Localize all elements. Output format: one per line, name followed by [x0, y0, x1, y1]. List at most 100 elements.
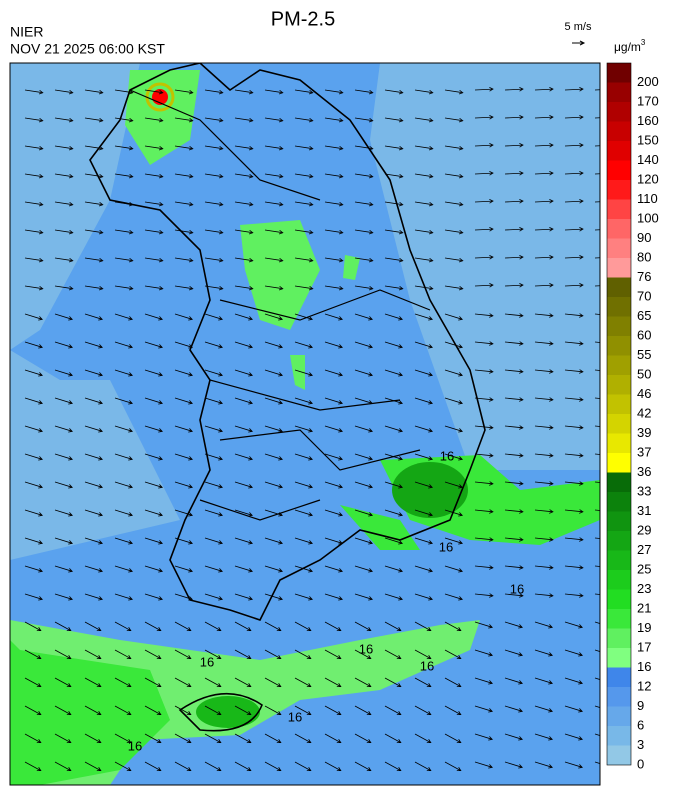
wind-arrow — [24, 173, 44, 179]
wind-arrow — [264, 173, 284, 179]
wind-arrow — [504, 453, 524, 458]
agency: NIER — [10, 24, 43, 40]
wind-arrow — [564, 255, 584, 260]
pm-patch — [125, 70, 200, 165]
wind-arrow — [474, 199, 494, 204]
colorbar-box — [607, 492, 631, 512]
wind-arrow — [324, 201, 344, 207]
wind-arrow — [144, 649, 162, 660]
wind-arrow — [24, 509, 43, 517]
wind-arrow — [54, 425, 73, 433]
wind-arrow — [24, 89, 44, 95]
wind-arrow — [564, 705, 583, 713]
colorbar-label: 16 — [637, 659, 651, 674]
wind-arrow — [294, 733, 312, 744]
wind-arrow — [564, 341, 584, 346]
wind-arrow — [144, 201, 164, 207]
wind-arrow — [24, 397, 43, 405]
wind-arrow — [444, 509, 463, 517]
colorbar-label: 36 — [637, 464, 651, 479]
wind-arrow — [414, 257, 434, 263]
wind-arrow — [84, 565, 103, 573]
wind-arrow — [354, 117, 374, 123]
wind-arrow — [114, 761, 132, 772]
colorbar-box — [607, 297, 631, 317]
colorbar-box — [607, 102, 631, 122]
colorbar-label: 33 — [637, 483, 651, 498]
wind-arrow — [174, 565, 193, 573]
wind-arrow — [594, 341, 600, 343]
wind-arrow — [114, 145, 134, 151]
wind-arrow — [594, 89, 600, 91]
contour-label: 16 — [359, 641, 373, 656]
wind-arrow — [444, 761, 462, 772]
wind-arrow — [354, 733, 372, 744]
west-sea — [10, 350, 180, 560]
colorbar-box — [607, 199, 631, 219]
wind-arrow — [144, 369, 163, 377]
wind-arrow — [144, 537, 163, 545]
wind-arrow — [294, 397, 313, 405]
wind-arrow — [324, 313, 343, 321]
wind-arrow — [234, 313, 253, 321]
wind-arrow — [384, 257, 404, 263]
wind-arrow — [24, 677, 42, 688]
wind-arrow — [564, 509, 584, 514]
colorbar-label: 65 — [637, 308, 651, 323]
colorbar-label: 170 — [637, 93, 659, 108]
wind-arrow — [264, 593, 283, 601]
wind-arrow — [354, 537, 373, 545]
wind-arrow — [534, 283, 554, 288]
colorbar-box — [607, 472, 631, 492]
wind-arrow — [84, 677, 102, 688]
colorbar-label: 60 — [637, 327, 651, 342]
wind-arrow — [354, 257, 374, 263]
wind-arrow — [504, 425, 524, 430]
wind-arrow — [294, 593, 313, 601]
wind-arrow — [564, 621, 583, 629]
wind-field — [24, 87, 600, 772]
wind-arrow — [594, 481, 600, 483]
wind-arrow — [54, 761, 72, 772]
wind-arrow — [354, 621, 372, 632]
wind-arrow — [294, 257, 314, 263]
west-sea — [10, 63, 140, 350]
wind-arrow — [414, 677, 432, 688]
wind-arrow — [444, 565, 463, 573]
colorbar-label: 29 — [637, 522, 651, 537]
wind-arrow — [564, 171, 584, 176]
wind-arrow — [324, 173, 344, 179]
wind-arrow — [594, 705, 600, 708]
wind-arrow — [324, 733, 342, 744]
colorbar-box — [607, 355, 631, 375]
wind-arrow — [264, 117, 284, 123]
pm-patch — [240, 220, 320, 330]
colorbar-label: 23 — [637, 581, 651, 596]
wind-arrow — [204, 173, 224, 179]
wind-arrow — [174, 173, 194, 179]
wind-arrow — [144, 257, 164, 263]
wind-arrow — [384, 369, 403, 377]
wind-arrow — [474, 397, 494, 402]
colorbar-box — [607, 336, 631, 356]
wind-arrow — [444, 705, 462, 716]
wind-arrow — [264, 537, 283, 545]
wind-arrow — [354, 173, 374, 179]
wind-arrow — [234, 565, 253, 573]
wind-arrow — [354, 285, 374, 291]
wind-arrow — [354, 761, 372, 772]
wind-arrow — [84, 425, 103, 433]
wind-arrow — [324, 565, 343, 573]
colorbar-box — [607, 82, 631, 102]
wind-arrow — [294, 145, 314, 151]
wind-arrow — [114, 257, 134, 263]
wind-arrow — [444, 537, 463, 545]
wind-arrow — [264, 509, 283, 517]
wind-arrow — [264, 397, 283, 405]
wind-arrow — [264, 229, 284, 235]
wind-arrow — [264, 705, 282, 716]
wind-arrow — [564, 537, 584, 542]
wind-arrow — [534, 677, 553, 685]
wind-arrow — [54, 397, 73, 405]
unit: μg/m3 — [614, 38, 646, 54]
